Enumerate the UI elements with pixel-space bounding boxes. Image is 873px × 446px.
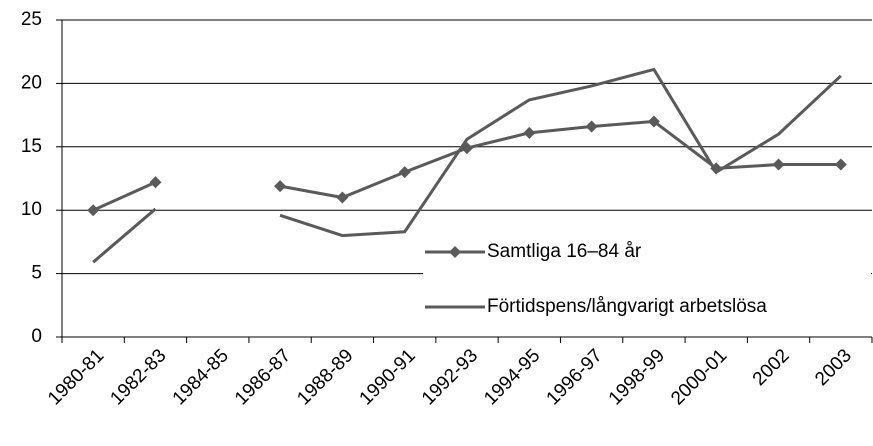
point-marker (149, 176, 162, 189)
x-tick-label: 1988-89 (293, 345, 357, 409)
point-marker (772, 158, 785, 171)
x-tick-label: 1984-85 (169, 345, 233, 409)
x-tick-label: 1986-87 (231, 345, 295, 409)
y-tick-label: 0 (31, 326, 42, 347)
x-tick-label: 1992-93 (418, 345, 482, 409)
x-tick-label: 1982-83 (106, 345, 170, 409)
x-tick-label: 2003 (811, 345, 856, 390)
point-marker (585, 120, 598, 133)
legend-marker (449, 246, 461, 258)
x-tick-label: 1980-81 (44, 345, 108, 409)
point-marker (398, 166, 411, 179)
point-marker (834, 158, 847, 171)
legend-label: Förtidspens/långvarigt arbetslösa (487, 296, 767, 317)
y-tick-label: 5 (31, 263, 42, 284)
point-marker (274, 180, 287, 193)
x-tick-label: 1990-91 (356, 345, 420, 409)
y-tick-label: 10 (21, 199, 42, 220)
point-marker (87, 204, 100, 217)
y-tick-label: 25 (21, 9, 42, 30)
point-marker (647, 115, 660, 128)
x-tick-label: 2002 (749, 345, 794, 390)
series-line (92, 119, 841, 212)
x-tick-label: 1998-99 (605, 345, 669, 409)
point-marker (523, 126, 536, 139)
legend-label: Samtliga 16–84 år (487, 241, 642, 262)
y-tick-label: 15 (21, 136, 42, 157)
x-tick-label: 1994-95 (480, 345, 544, 409)
y-tick-label: 20 (21, 72, 42, 93)
x-tick-label: 1996-97 (543, 345, 607, 409)
x-tick-label: 2000-01 (667, 345, 731, 409)
legend-box (423, 230, 871, 328)
series-line (92, 67, 842, 264)
point-marker (336, 191, 349, 204)
